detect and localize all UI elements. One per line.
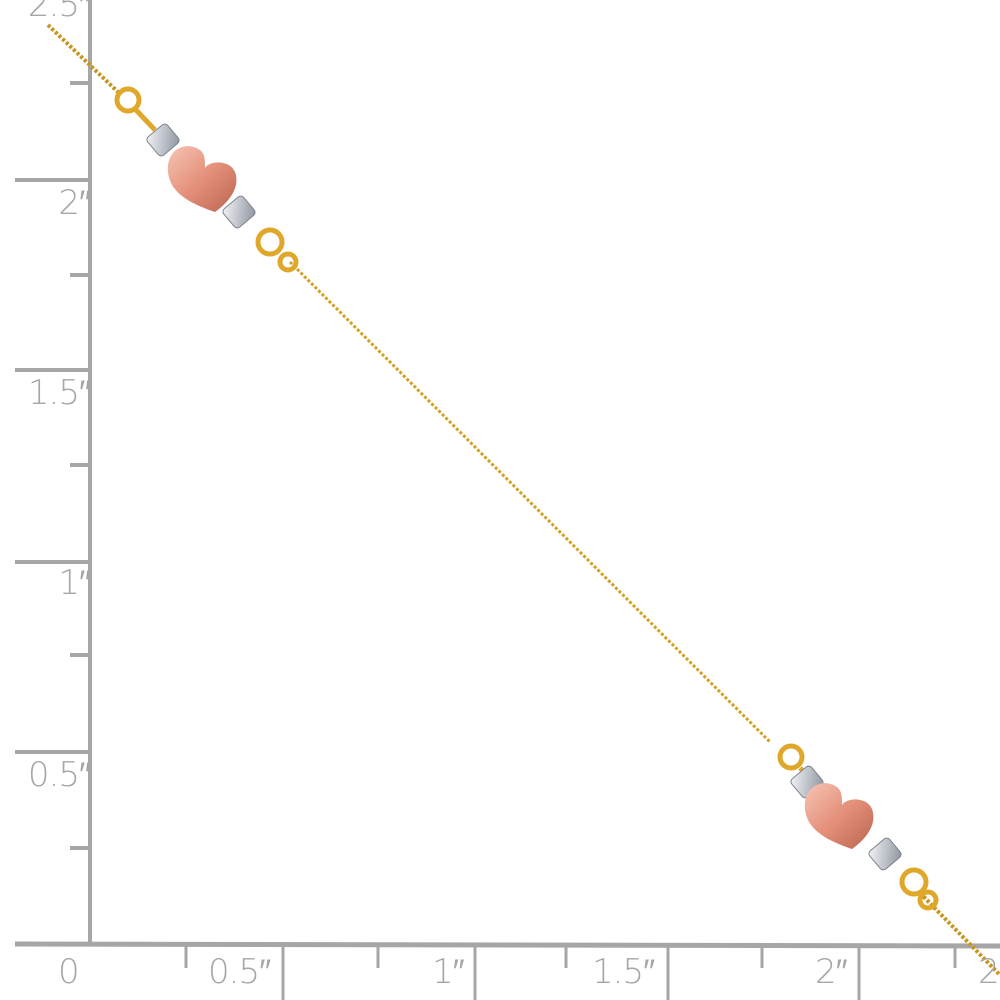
ruler-label: 1.5″ <box>592 952 655 992</box>
box-chain-segment <box>46 23 120 94</box>
jump-rings <box>114 86 939 911</box>
ruler <box>14 0 1000 1000</box>
vertical-minor-ticks <box>70 81 90 850</box>
ruler-label: 1.5″ <box>27 373 91 413</box>
ruler-label: 1″ <box>58 563 91 603</box>
heart-charm <box>167 146 874 849</box>
box-chain-segment <box>918 891 1000 977</box>
vertical-major-ticks <box>15 178 90 754</box>
ruler-label: 0.5″ <box>208 952 271 992</box>
heart-charm <box>804 783 874 849</box>
ruler-label: 0.5″ <box>27 755 91 795</box>
ruler-label: 2″ <box>58 183 91 223</box>
horizontal-minor-ticks <box>184 946 957 968</box>
horizontal-major-ticks <box>281 946 861 1000</box>
ruler-label: 2″ <box>815 952 848 992</box>
ruler-horizontal-axis <box>14 941 1000 949</box>
bracelet <box>46 23 1000 977</box>
ruler-label: 2 <box>978 952 1000 992</box>
ruler-label: 0 <box>58 952 80 992</box>
ruler-label: 2.5″ <box>27 0 91 25</box>
ruler-label: 1″ <box>432 952 465 992</box>
box-chain-segment <box>288 260 772 744</box>
